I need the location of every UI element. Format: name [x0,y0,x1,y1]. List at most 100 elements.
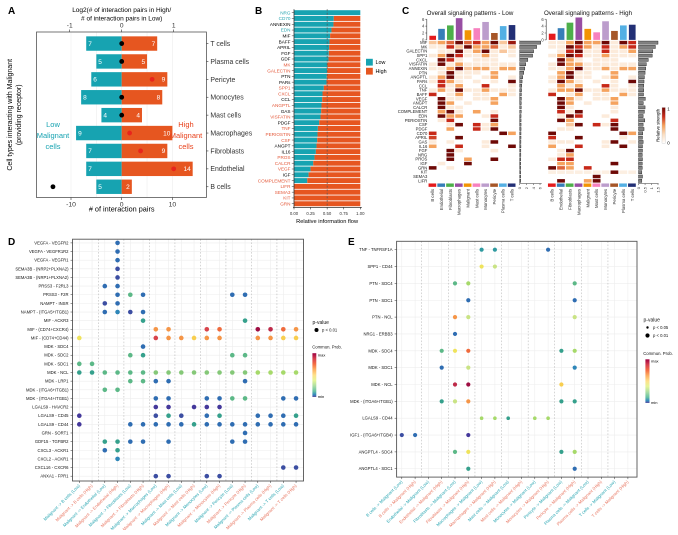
svg-text:GDF15 - TGFBR2: GDF15 - TGFBR2 [35,439,69,444]
svg-text:T cells: T cells [630,189,635,201]
svg-text:PRSS3 - F2R: PRSS3 - F2R [43,292,68,297]
svg-text:1.5: 1.5 [656,186,661,192]
svg-text:4: 4 [422,24,425,29]
svg-text:CXCL: CXCL [416,57,428,62]
svg-text:SEMA3: SEMA3 [413,174,428,179]
svg-text:ANGPT: ANGPT [275,144,291,149]
svg-text:PRSS3 - F2RL3: PRSS3 - F2RL3 [38,284,69,289]
svg-text:2: 2 [126,184,130,191]
svg-text:MIF: MIF [420,40,428,45]
svg-text:PERIOSTIN: PERIOSTIN [265,132,290,137]
svg-text:IGF: IGF [283,173,291,178]
svg-text:Macrophages: Macrophages [210,130,252,137]
svg-text:LGALS9 - CD45: LGALS9 - CD45 [38,413,69,418]
svg-text:Malignant: Malignant [585,188,590,207]
svg-text:PTN - SDC1: PTN - SDC1 [369,298,393,303]
svg-text:Mast cells: Mast cells [594,189,599,208]
svg-text:max: max [651,359,659,364]
svg-text:MDK - (ITGA6+ITGB1): MDK - (ITGA6+ITGB1) [350,399,393,404]
svg-text:cells: cells [178,142,193,151]
svg-text:MK: MK [284,63,292,68]
svg-text:D: D [8,237,15,248]
svg-text:NAMPT - (ITGA5+ITGB1): NAMPT - (ITGA5+ITGB1) [21,310,69,315]
svg-text:2: 2 [422,31,425,36]
svg-text:E: E [348,237,355,248]
svg-text:EDN: EDN [281,28,291,33]
svg-text:CD70: CD70 [279,16,291,21]
svg-text:ANGPTL4 - SDC1: ANGPTL4 - SDC1 [359,466,394,471]
svg-text:MDK - (ITGA4+ITGB1): MDK - (ITGA4+ITGB1) [26,396,69,401]
svg-text:TNF: TNF [281,126,290,131]
svg-text:FGF: FGF [419,148,428,153]
svg-text:PDGF: PDGF [416,127,428,132]
svg-text:Monocytes: Monocytes [483,189,488,210]
svg-text:GAS: GAS [281,109,291,114]
svg-text:p-value: p-value [644,318,661,324]
svg-text:4: 4 [136,113,140,120]
svg-text:0.50: 0.50 [323,211,332,216]
svg-text:GRN - SORT1: GRN - SORT1 [42,431,70,436]
svg-text:NRG: NRG [280,10,291,15]
svg-text:0: 0 [120,23,124,30]
svg-text:7: 7 [88,166,92,173]
svg-text:max: max [318,352,326,357]
svg-text:Overall signaling patterns - L: Overall signaling patterns - Low [427,10,514,17]
svg-text:VEGFA - VEGFR1: VEGFA - VEGFR1 [34,258,69,263]
svg-text:LIFR: LIFR [280,184,291,189]
svg-text:GDF: GDF [281,57,291,62]
svg-text:CXCL3 - ACKR1: CXCL3 - ACKR1 [38,448,70,453]
svg-text:0.00: 0.00 [290,211,299,216]
svg-text:Overall signaling patterns - H: Overall signaling patterns - High [544,10,633,17]
svg-text:-1: -1 [67,23,73,30]
svg-text:CCL: CCL [281,97,291,102]
svg-text:0: 0 [422,38,425,43]
svg-text:SPP1 - CD44: SPP1 - CD44 [367,264,393,269]
svg-text:5: 5 [98,59,102,66]
svg-text:CXCL2 - ACKR1: CXCL2 - ACKR1 [38,456,70,461]
svg-text:# of interaction pairs in Low): # of interaction pairs in Low) [81,16,162,23]
svg-text:Commun. Prob.: Commun. Prob. [312,345,342,350]
svg-text:VISFATIN: VISFATIN [409,62,427,67]
svg-text:2: 2 [541,31,544,36]
svg-text:Mast cells: Mast cells [210,113,241,120]
svg-text:Commun. Prob.: Commun. Prob. [643,351,673,356]
svg-text:p < 0.01: p < 0.01 [322,328,338,333]
svg-text:B cells: B cells [550,189,555,202]
svg-text:IGF: IGF [420,161,427,166]
svg-text:VEGF: VEGF [278,167,291,172]
svg-text:B cells: B cells [430,189,435,202]
svg-text:Log2(# of interaction pairs in: Log2(# of interaction pairs in High/ [72,7,171,14]
svg-text:min: min [651,400,657,405]
svg-text:0: 0 [120,202,124,209]
svg-text:GALECTIN: GALECTIN [406,49,427,54]
svg-text:NRG: NRG [418,152,427,157]
svg-text:ANXA1 - FPR1: ANXA1 - FPR1 [40,474,69,479]
svg-text:COMPLEMENT: COMPLEMENT [258,178,291,183]
svg-text:CSF: CSF [281,138,290,143]
svg-text:4: 4 [103,113,107,120]
svg-text:Mast cells: Mast cells [474,189,479,208]
svg-text:4: 4 [531,186,536,189]
svg-text:COMPLEMENT: COMPLEMENT [398,109,428,114]
svg-text:ANNEXIN: ANNEXIN [409,66,428,71]
svg-text:VEGFA - VEGFR2: VEGFA - VEGFR2 [34,240,69,245]
svg-text:Monocytes: Monocytes [210,95,244,102]
svg-text:KIT: KIT [283,196,290,201]
svg-text:Macrophages: Macrophages [576,189,581,215]
svg-text:ANGPTL: ANGPTL [411,75,428,80]
svg-text:NAMPT - INSR: NAMPT - INSR [40,301,68,306]
svg-text:MDK - LRP1: MDK - LRP1 [45,379,69,384]
svg-text:Low: Low [376,60,386,66]
svg-text:Macrophages: Macrophages [457,189,462,215]
svg-text:PTN - SDC4: PTN - SDC4 [369,281,393,286]
svg-text:6: 6 [422,17,425,22]
svg-text:Cell types interacting with Ma: Cell types interacting with Malignant [7,59,14,171]
svg-text:6: 6 [93,77,97,84]
svg-text:p < 0.01: p < 0.01 [653,333,669,338]
svg-text:LGALS9 - CD44: LGALS9 - CD44 [362,416,393,421]
svg-text:MDK - SDC4: MDK - SDC4 [44,344,69,349]
svg-text:FGF: FGF [281,51,290,56]
svg-text:Pericyte: Pericyte [612,188,617,204]
svg-text:Fibroblasts: Fibroblasts [210,148,244,155]
svg-text:PTN: PTN [419,70,427,75]
